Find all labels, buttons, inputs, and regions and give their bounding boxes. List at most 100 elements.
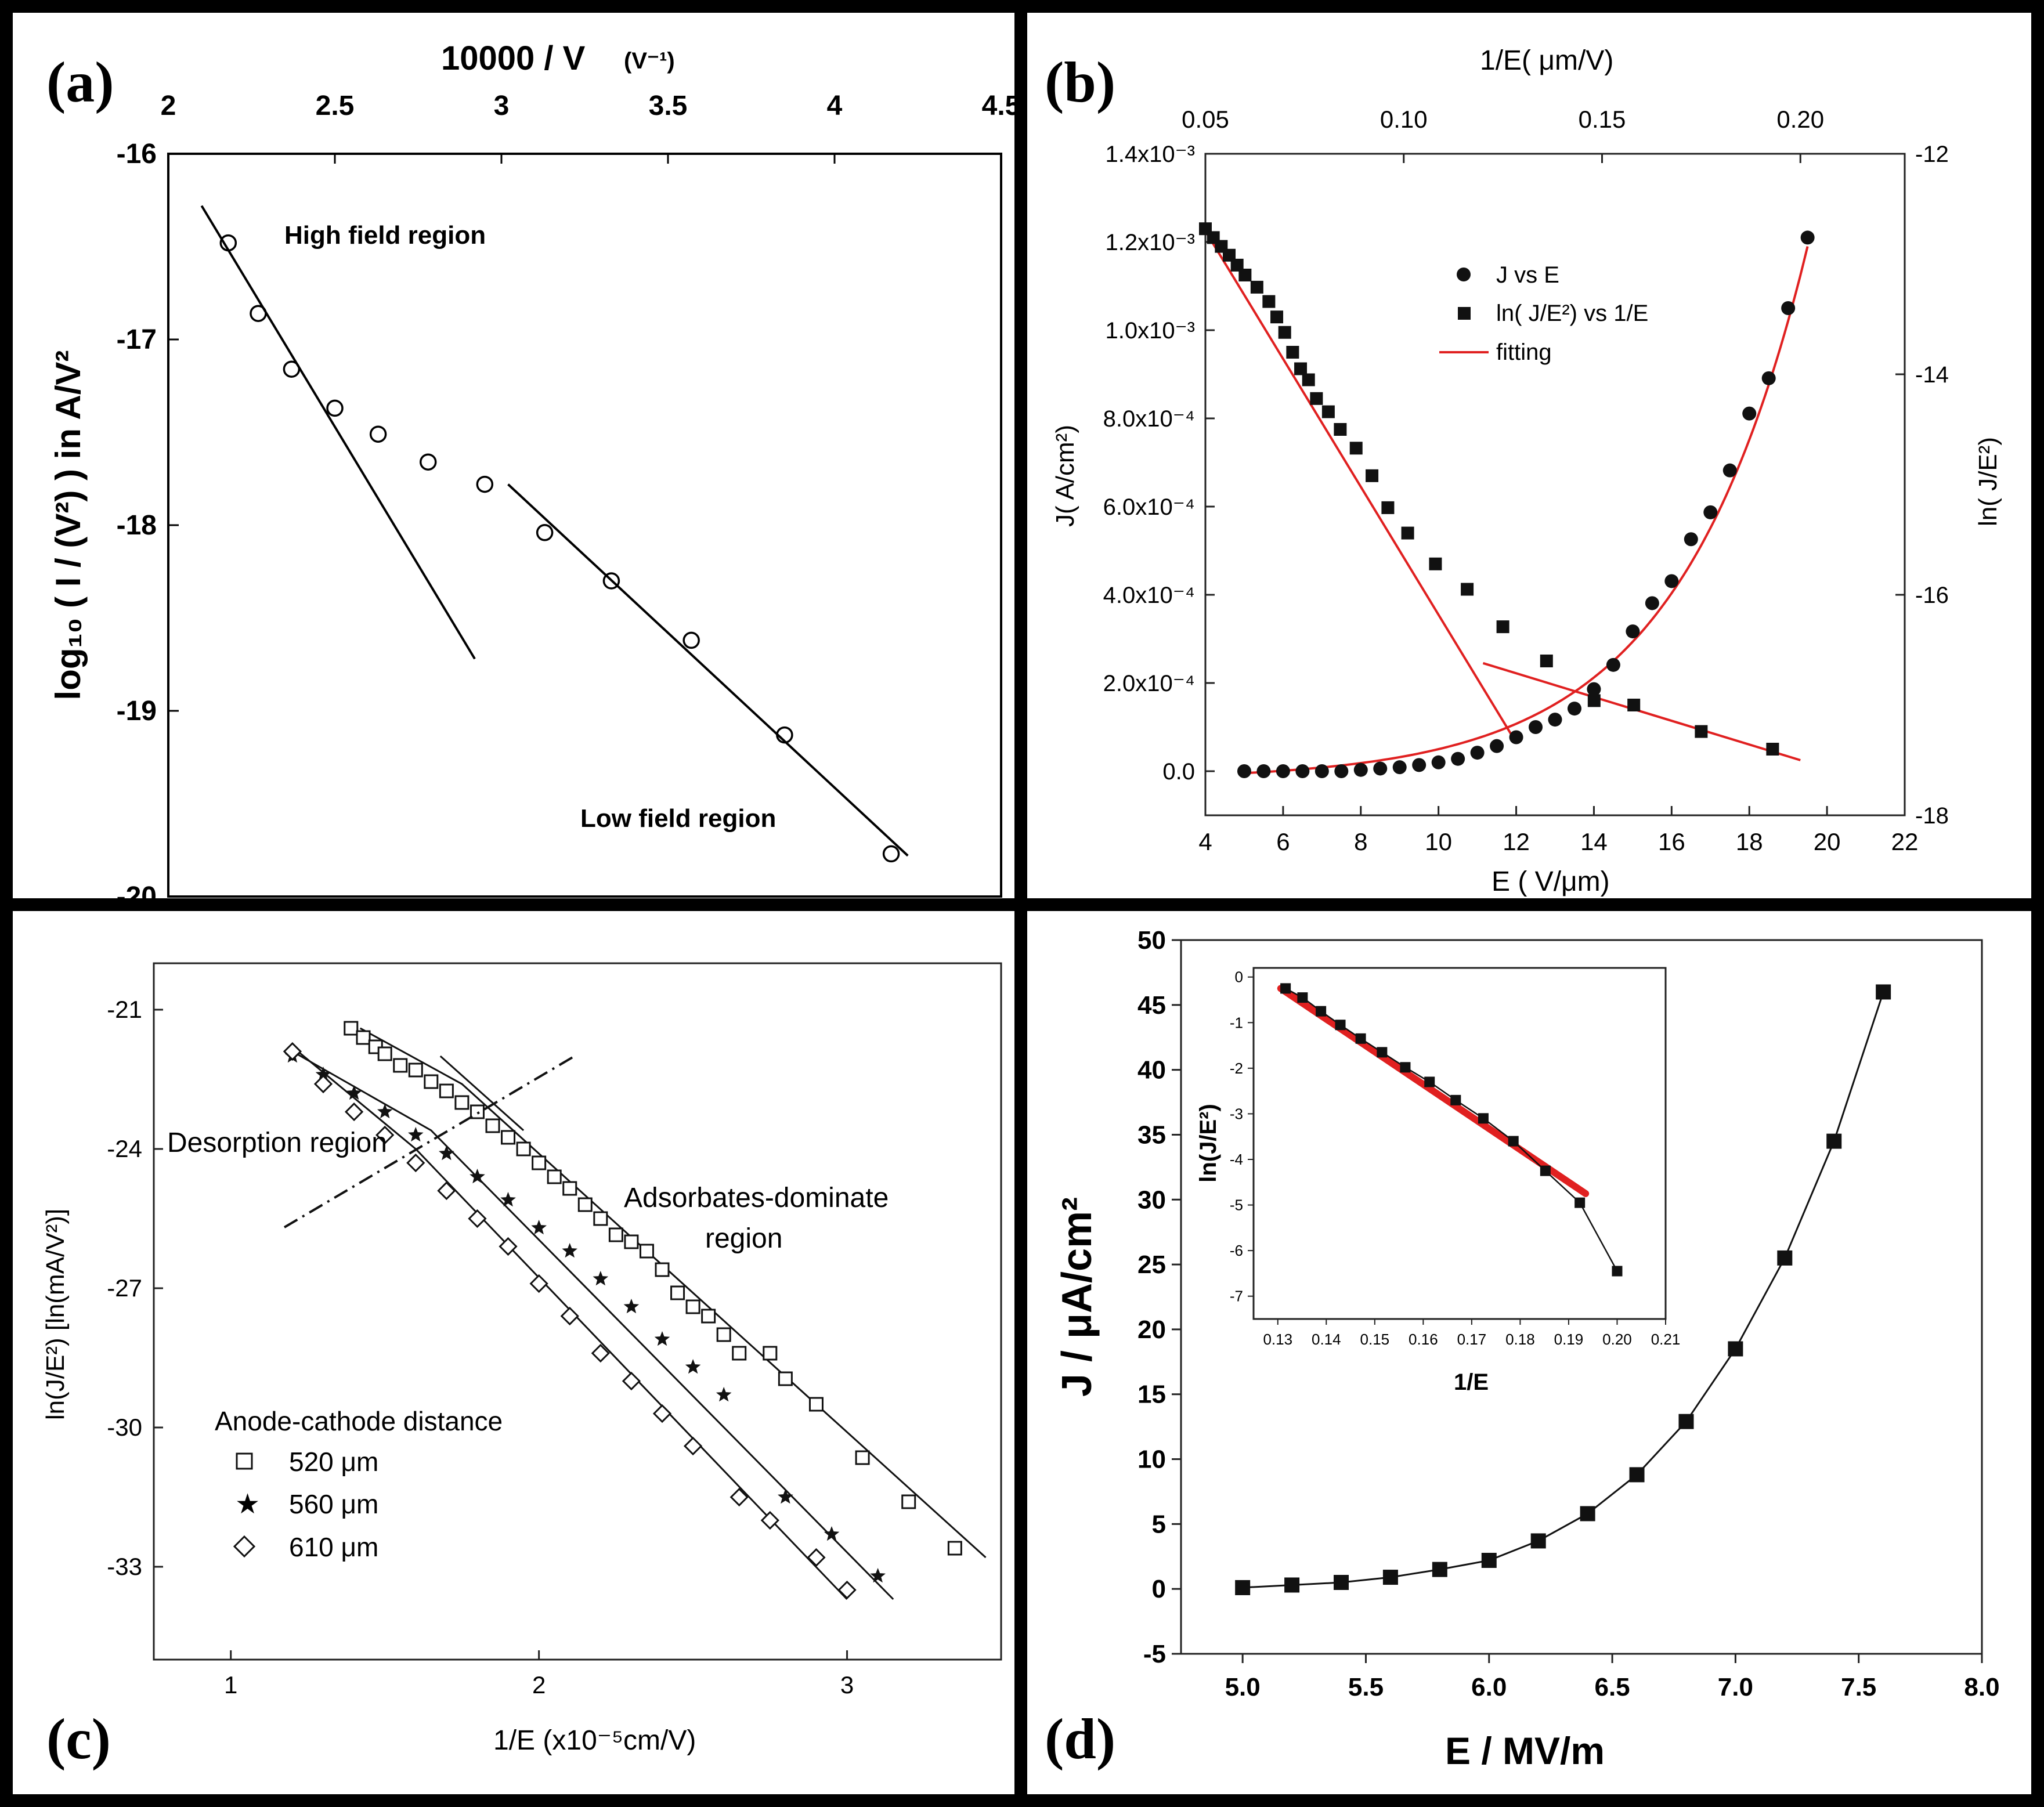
point-560 [500, 1192, 516, 1207]
panel-b: 1/E( μm/V) E ( V/μm) J( A/cm²) ln( J/E²)… [1051, 45, 2002, 897]
data-point [1334, 1575, 1349, 1590]
j-point [1761, 371, 1776, 385]
ln-point [1286, 346, 1299, 359]
y-tick-label: 5 [1152, 1510, 1166, 1538]
j-point [1334, 764, 1349, 778]
panel-a-top-axis-label: 10000 / V [441, 39, 586, 77]
panel-b-plot-area [1204, 153, 1906, 816]
x-tick-label: 2 [532, 1671, 546, 1698]
y-tick-label: 0 [1152, 1575, 1166, 1603]
x-tick-label: 4.5 [982, 91, 1021, 121]
inset-data-point [1280, 983, 1291, 994]
top-tick-label: 0.15 [1579, 106, 1626, 133]
panel-a-plot-area [167, 153, 1002, 898]
point-560 [685, 1359, 701, 1374]
ln-point [1627, 699, 1641, 711]
j-point [1722, 463, 1737, 478]
j-point [1392, 760, 1407, 775]
data-point [1777, 1250, 1793, 1266]
j-point [1509, 730, 1523, 745]
y-tick-label-left: 1.4x10⁻³ [1105, 142, 1195, 167]
ln-point [1238, 269, 1252, 281]
panel-a-fit-lines [200, 205, 909, 857]
data-point [250, 305, 267, 322]
inset-series [1277, 983, 1623, 1277]
y-tick-label: -16 [117, 139, 157, 169]
point-610 [529, 1274, 548, 1293]
point-610 [468, 1209, 487, 1228]
fit-line-ln [1482, 662, 1801, 761]
panel-d-series [1235, 984, 1891, 1595]
panel-c-ticks: 1 2 3 -21 -24 -27 -30 -33 [107, 996, 854, 1698]
point-520 [470, 1104, 485, 1119]
j-point [1529, 720, 1543, 734]
j-point [1431, 755, 1446, 769]
j-point [1626, 624, 1640, 639]
point-610 [375, 1125, 395, 1145]
panel-c-plot-area [153, 962, 1002, 1661]
y-tick-label: -30 [107, 1414, 142, 1441]
data-point [882, 845, 900, 863]
ln-point [1230, 258, 1244, 272]
y-tick-label-left: 8.0x10⁻⁴ [1103, 406, 1195, 432]
point-520 [485, 1118, 500, 1133]
x-tick-label: 14 [1580, 828, 1608, 855]
point-610 [283, 1042, 302, 1061]
y-tick-label: -18 [117, 510, 157, 541]
inset-y-tick-label: -2 [1230, 1060, 1243, 1077]
panel-c-x-axis-label: 1/E (x10⁻⁵cm/V) [493, 1725, 696, 1756]
point-520 [501, 1130, 516, 1145]
point-560 [377, 1104, 393, 1119]
y-tick-label-left: 0.0 [1162, 759, 1195, 785]
x-tick-label: 10 [1425, 828, 1452, 855]
ln-point [1294, 362, 1308, 375]
point-560 [623, 1299, 640, 1314]
legend-marker-560: ★ [235, 1489, 260, 1520]
point-610 [730, 1487, 749, 1507]
panel-c-annotation-desorption: Desorption region [167, 1127, 387, 1158]
ln-point [1334, 423, 1347, 436]
point-520 [639, 1244, 654, 1259]
ln-point [1766, 743, 1779, 756]
ln-point [1540, 655, 1553, 667]
data-point [1629, 1467, 1645, 1483]
inset-data-point [1355, 1033, 1366, 1044]
y-tick-label: -33 [107, 1553, 142, 1580]
j-point [1470, 746, 1485, 760]
y-tick-label: -19 [117, 696, 157, 727]
legend-marker-ln [1458, 307, 1471, 320]
j-point [1606, 657, 1620, 672]
point-610 [622, 1371, 641, 1391]
point-520 [763, 1346, 778, 1361]
y-tick-label-left: 6.0x10⁻⁴ [1103, 494, 1195, 520]
j-point [1664, 574, 1679, 588]
point-520 [670, 1285, 685, 1300]
j-point [1567, 702, 1581, 716]
inset-data-point [1335, 1020, 1346, 1031]
top-tick-label: 0.05 [1182, 106, 1229, 133]
point-610 [807, 1548, 826, 1567]
panel-d-ticks: 5.0 5.5 6.0 6.5 7.0 7.5 8.0 -5 0 5 10 15 20 25 30 35 40 4… [1137, 926, 2000, 1701]
inset-fit-line [1277, 985, 1590, 1197]
inset-data-point [1316, 1006, 1327, 1017]
data-point [1432, 1562, 1447, 1577]
inset-data-point [1508, 1136, 1519, 1147]
inset-data-point [1400, 1062, 1411, 1073]
point-560 [778, 1489, 793, 1504]
y-tick-label: -21 [107, 996, 142, 1023]
point-560 [408, 1127, 424, 1142]
point-610 [313, 1074, 333, 1094]
panel-d-y-axis-label: J / μA/cm² [1054, 1197, 1100, 1397]
data-point [419, 453, 437, 471]
j-point [1256, 764, 1271, 778]
series-line [1243, 992, 1884, 1589]
j-point [1800, 230, 1815, 245]
inset-x-tick-label: 0.17 [1457, 1331, 1487, 1348]
ln-point [1366, 469, 1379, 482]
y-tick-label: 40 [1137, 1056, 1166, 1085]
data-point [602, 572, 620, 590]
j-point [1645, 596, 1659, 610]
point-520 [516, 1141, 531, 1157]
j-point [1703, 505, 1718, 519]
